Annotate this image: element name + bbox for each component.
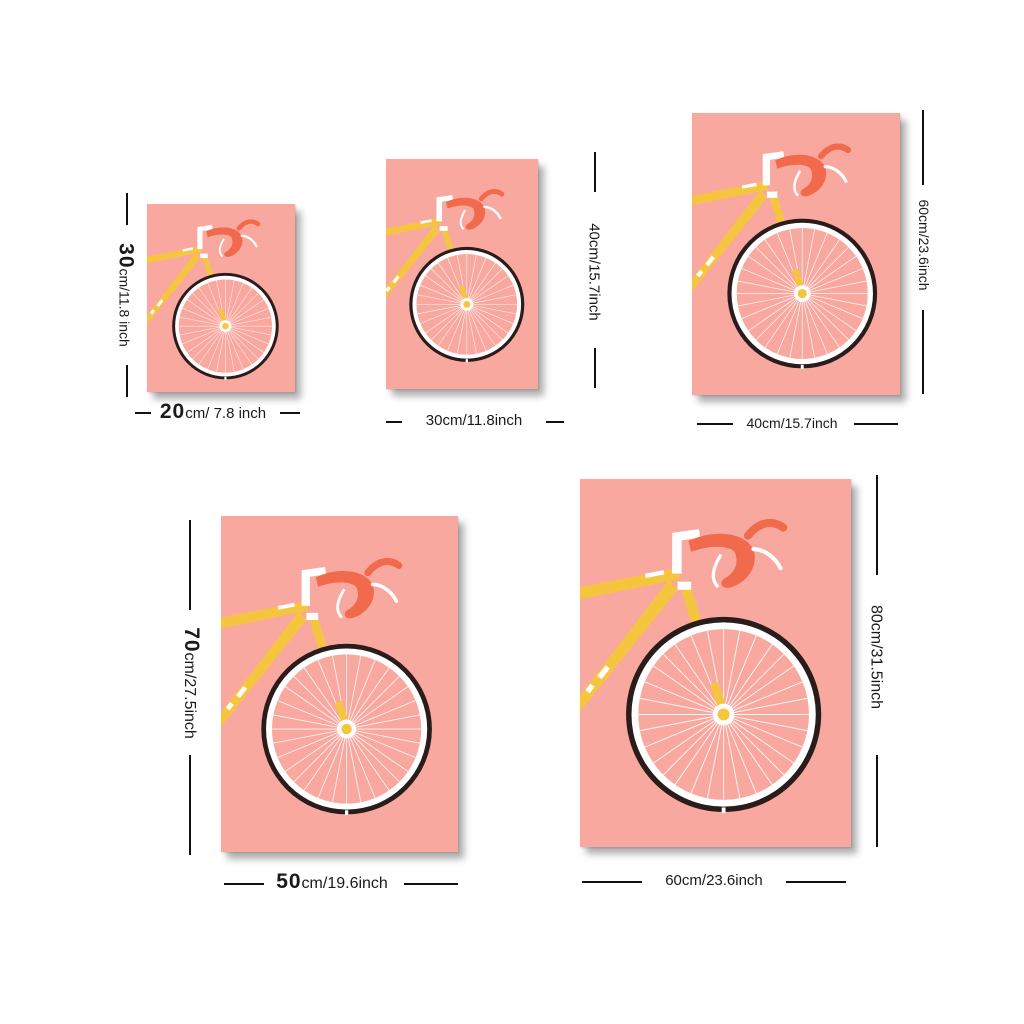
width-unit: cm/ 7.8 inch [185, 405, 267, 422]
height-unit: 40cm/15.7inch [585, 223, 603, 321]
height-line-top [594, 152, 596, 192]
width-number: 50 [276, 870, 302, 893]
width-line-right [546, 421, 564, 423]
bicycle-icon [386, 159, 538, 389]
height-line-bottom [922, 310, 924, 394]
poster-60x80 [580, 479, 851, 847]
width-line-right [280, 412, 300, 414]
width-label-60x80: 60cm/23.6inch [665, 871, 763, 891]
height-unit: 60cm/23.6inch [916, 199, 932, 291]
poster-20x30 [147, 204, 295, 392]
width-number: 20 [159, 400, 186, 423]
height-line-top [876, 475, 878, 575]
width-label-50x70: 50cm/19.6inch [276, 870, 388, 894]
height-line-top [126, 193, 128, 225]
height-label-30x40: 40cm/15.7inch [585, 223, 604, 321]
width-unit: cm/19.6inch [301, 875, 388, 892]
height-number: 30 [114, 243, 138, 269]
width-line-right [786, 881, 846, 883]
width-line-left [224, 883, 264, 885]
height-line-top [189, 520, 191, 610]
height-line-top [922, 110, 924, 185]
height-line-bottom [876, 755, 878, 847]
height-label-50x70: 70cm/27.5inch [180, 627, 203, 739]
width-line-left [135, 412, 151, 414]
bicycle-icon [692, 113, 900, 395]
width-line-right [404, 883, 458, 885]
height-label-40x60: 60cm/23.6inch [915, 199, 933, 290]
width-line-left [386, 421, 402, 423]
height-line-bottom [594, 348, 596, 388]
height-line-bottom [126, 365, 128, 397]
bicycle-icon [221, 516, 458, 852]
height-unit: cm/27.5inch [181, 652, 198, 739]
width-label-20x30: 20cm/ 7.8 inch [159, 400, 267, 424]
width-unit: 40cm/15.7inch [746, 415, 838, 431]
height-unit: 80cm/31.5inch [867, 604, 885, 710]
height-label-60x80: 80cm/31.5inch [867, 605, 886, 709]
width-label-40x60: 40cm/15.7inch [746, 413, 837, 434]
bicycle-icon [580, 479, 851, 847]
poster-50x70 [221, 516, 458, 852]
height-unit: cm/11.8 inch [116, 268, 133, 347]
height-number: 70 [180, 627, 203, 653]
bicycle-icon [147, 204, 295, 392]
width-label-30x40: 30cm/11.8inch [426, 411, 522, 431]
poster-40x60 [692, 113, 900, 395]
width-unit: 60cm/23.6inch [665, 872, 763, 889]
height-line-bottom [189, 755, 191, 855]
poster-30x40 [386, 159, 538, 389]
width-line-right [854, 423, 898, 425]
width-unit: 30cm/11.8inch [425, 412, 523, 429]
width-line-left [582, 881, 642, 883]
height-label-20x30: 30cm/11.8 inch [114, 243, 138, 347]
width-line-left [697, 423, 733, 425]
